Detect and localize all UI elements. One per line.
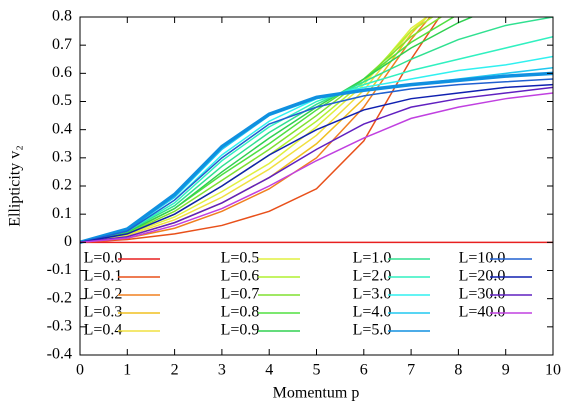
x-tick-label: 3 [218, 362, 226, 379]
legend-label: L=3.0 [353, 286, 392, 303]
x-tick-label: 8 [454, 362, 462, 379]
x-tick-label: 4 [265, 362, 273, 379]
series-line [80, 17, 428, 244]
y-tick-label: 0.6 [52, 64, 72, 81]
legend-label: L=0.5 [221, 250, 260, 267]
legend-label: L=30.0 [459, 286, 506, 303]
y-tick-label: -0.3 [47, 318, 72, 335]
y-tick-label: 0.7 [52, 36, 72, 53]
x-axis-label: Momentum p [273, 385, 360, 402]
y-tick-label: 0.2 [52, 177, 72, 194]
x-tick-label: 7 [407, 362, 415, 379]
series-line [80, 86, 553, 244]
x-tick-label: 5 [313, 362, 321, 379]
legend-label: L=20.0 [459, 268, 506, 285]
x-tick-label: 1 [123, 362, 131, 379]
series-line [80, 17, 553, 244]
legend-label: L=10.0 [459, 250, 506, 267]
y-tick-label: -0.2 [47, 289, 72, 306]
x-tick-label: 0 [76, 362, 84, 379]
y-tick-label: 0.5 [52, 92, 72, 109]
x-tick-label: 6 [360, 362, 368, 379]
legend-label: L=0.9 [221, 322, 260, 339]
series-line [80, 71, 553, 245]
x-tick-label: 9 [502, 362, 510, 379]
y-tick-label: 0 [64, 233, 72, 250]
x-tick-label: 10 [545, 362, 561, 379]
series-line [80, 17, 443, 244]
y-tick-label: 0.4 [52, 120, 72, 137]
legend-label: L=0.2 [84, 286, 123, 303]
series-line [80, 17, 429, 244]
series-line [80, 17, 441, 244]
legend-label: L=1.0 [353, 250, 392, 267]
legend-label: L=0.1 [84, 268, 123, 285]
legend-label: L=4.0 [353, 304, 392, 321]
legend-label: L=40.0 [459, 304, 506, 321]
legend-label: L=2.0 [353, 268, 392, 285]
legend-label: L=0.4 [84, 322, 123, 339]
series-line [80, 17, 431, 244]
legend-label: L=0.6 [221, 268, 260, 285]
y-tick-label: 0.1 [52, 205, 72, 222]
legend-label: L=5.0 [353, 322, 392, 339]
y-tick-label: -0.4 [47, 346, 72, 363]
y-axis-label: Ellipticity v₂ [7, 145, 24, 227]
plot-lines [80, 17, 553, 245]
series-line [80, 35, 553, 244]
y-tick-label: 0.3 [52, 149, 72, 166]
series-line [80, 78, 553, 244]
y-tick-label: 0.8 [52, 8, 72, 25]
legend-label: L=0.7 [221, 286, 260, 303]
series-line [80, 92, 553, 244]
legend-label: L=0.3 [84, 304, 123, 321]
series-line [80, 83, 553, 244]
legend-label: L=0.0 [84, 250, 123, 267]
series-line [80, 17, 434, 244]
legend-label: L=0.8 [221, 304, 260, 321]
y-tick-label: -0.1 [47, 261, 72, 278]
x-tick-label: 2 [171, 362, 179, 379]
